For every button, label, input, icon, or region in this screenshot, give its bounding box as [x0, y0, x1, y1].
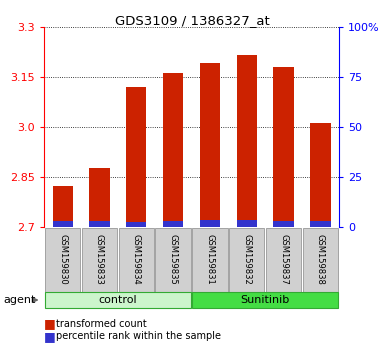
Bar [163, 73, 183, 227]
Text: control: control [99, 295, 137, 305]
Bar [156, 228, 191, 292]
Bar [200, 63, 220, 227]
Bar [53, 221, 73, 227]
Text: GSM159834: GSM159834 [132, 234, 141, 285]
Text: ■: ■ [44, 330, 56, 343]
Bar [45, 292, 191, 308]
Bar [126, 86, 146, 227]
Text: GSM159837: GSM159837 [279, 234, 288, 285]
Bar [237, 55, 257, 227]
Bar [53, 186, 73, 227]
Text: percentile rank within the sample: percentile rank within the sample [56, 331, 221, 341]
Text: GSM159838: GSM159838 [316, 234, 325, 285]
Bar [192, 228, 228, 292]
Bar [82, 228, 117, 292]
Bar [89, 168, 110, 227]
Text: Sunitinib: Sunitinib [241, 295, 290, 305]
Text: GSM159831: GSM159831 [206, 234, 214, 285]
Text: GSM159833: GSM159833 [95, 234, 104, 285]
Bar [310, 123, 330, 227]
Text: GDS3109 / 1386327_at: GDS3109 / 1386327_at [115, 14, 270, 27]
Bar [45, 228, 80, 292]
Bar [273, 67, 294, 227]
Bar [273, 221, 294, 227]
Bar [200, 220, 220, 227]
Bar [229, 228, 264, 292]
Bar [303, 228, 338, 292]
Bar [163, 221, 183, 227]
Bar [266, 228, 301, 292]
Text: GSM159832: GSM159832 [242, 234, 251, 285]
Text: ■: ■ [44, 318, 56, 330]
Text: GSM159835: GSM159835 [169, 234, 177, 285]
Bar [237, 220, 257, 227]
Text: transformed count: transformed count [56, 319, 147, 329]
Bar [310, 221, 330, 227]
Text: agent: agent [4, 295, 36, 305]
Text: GSM159830: GSM159830 [58, 234, 67, 285]
Bar [119, 228, 154, 292]
Bar [89, 221, 110, 227]
Bar [126, 222, 146, 227]
Bar [192, 292, 338, 308]
